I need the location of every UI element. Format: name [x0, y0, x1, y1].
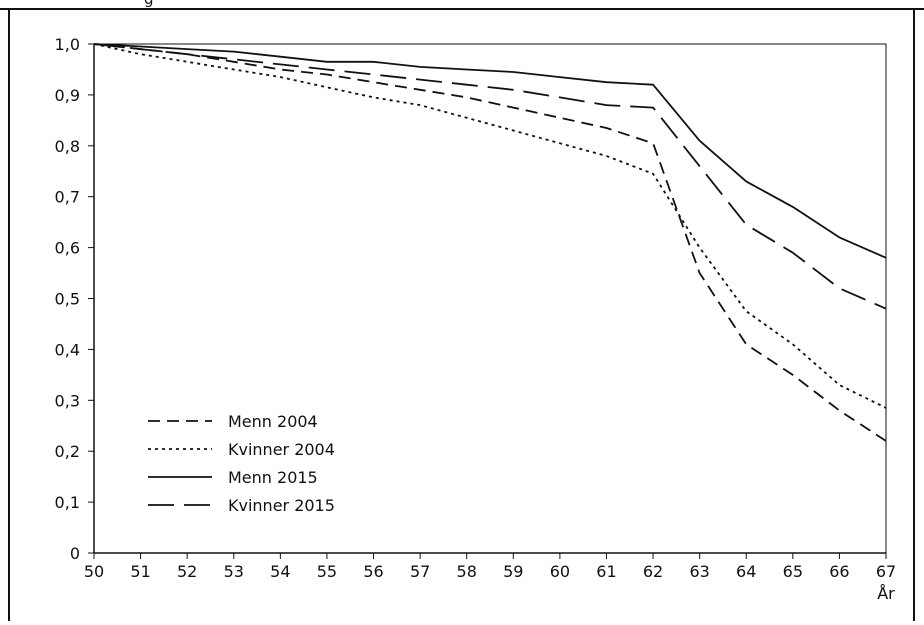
y-tick-label: 0,2 — [55, 442, 80, 461]
y-tick-label: 0,5 — [55, 290, 80, 309]
x-tick-label: 59 — [503, 562, 523, 581]
legend-label-kvinner-2004: Kvinner 2004 — [228, 440, 335, 459]
x-tick-label: 53 — [224, 562, 244, 581]
y-tick-label: 0,3 — [55, 391, 80, 410]
axes — [88, 43, 887, 559]
y-tick-label: 0,4 — [55, 340, 80, 359]
legend-label-menn-2004: Menn 2004 — [228, 412, 318, 431]
x-tick-label: 65 — [783, 562, 803, 581]
x-tick-label: 60 — [550, 562, 570, 581]
plot-area — [93, 43, 887, 554]
legend-label-kvinner-2015: Kvinner 2015 — [228, 496, 335, 515]
y-tick-label: 0,7 — [55, 188, 80, 207]
x-tick-label: 50 — [84, 562, 104, 581]
x-tick-label: 52 — [177, 562, 197, 581]
x-tick-label: 57 — [410, 562, 430, 581]
y-tick-label: 0,9 — [55, 86, 80, 105]
x-tick-label: 61 — [596, 562, 616, 581]
x-tick-label: 54 — [270, 562, 290, 581]
series-line-kvinner-2015 — [93, 43, 887, 310]
series-line-menn-2004 — [93, 43, 887, 442]
x-tick-label: 62 — [643, 562, 663, 581]
series-line-kvinner-2004 — [93, 43, 887, 409]
y-tick-label: 0,1 — [55, 493, 80, 512]
x-tick-label: 58 — [457, 562, 477, 581]
x-axis-label: År — [877, 584, 895, 603]
x-tick-label: 51 — [130, 562, 150, 581]
legend: Menn 2004 Kvinner 2004 Menn 2015 Kvinner 20… — [148, 412, 335, 515]
tick-labels: 0 0,1 0,2 0,3 0,4 0,5 0,6 0,7 0,8 0,9 1,0 50 51 52 53 5… — [55, 35, 897, 603]
y-tick-label: 0,8 — [55, 137, 80, 156]
x-tick-label: 66 — [829, 562, 849, 581]
x-tick-label: 64 — [736, 562, 756, 581]
x-tick-label: 67 — [876, 562, 896, 581]
y-tick-label: 1,0 — [55, 35, 80, 54]
y-tick-label: 0 — [70, 544, 80, 563]
series-line-menn-2015 — [93, 43, 887, 259]
plot-border — [93, 43, 887, 554]
x-tick-label: 63 — [689, 562, 709, 581]
series-lines — [93, 43, 887, 442]
x-tick-label: 55 — [317, 562, 337, 581]
y-tick-label: 0,6 — [55, 239, 80, 258]
legend-label-menn-2015: Menn 2015 — [228, 468, 318, 487]
header-fragment: g — [144, 0, 154, 8]
x-tick-label: 56 — [363, 562, 383, 581]
